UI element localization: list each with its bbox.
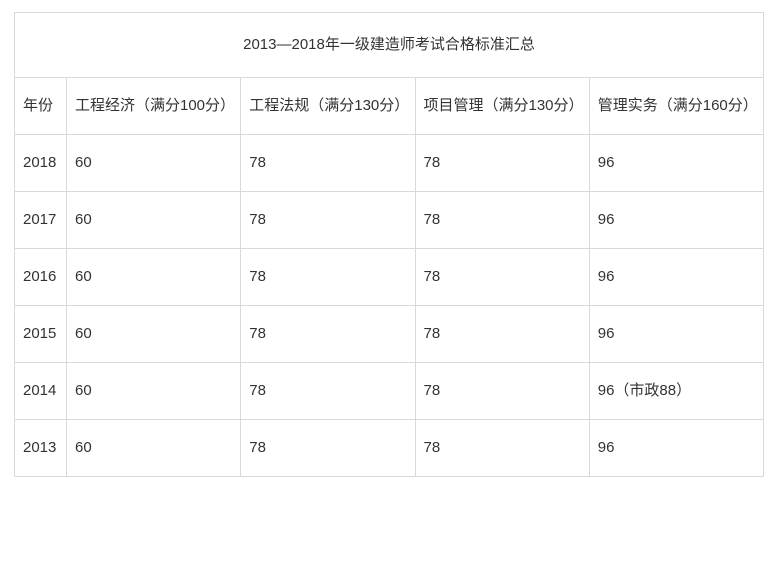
cell-c2: 78 [241,135,415,192]
cell-year: 2018 [15,135,67,192]
cell-c1: 60 [67,192,241,249]
header-row: 年份 工程经济（满分100分） 工程法规（满分130分） 项目管理（满分130分… [15,78,764,135]
cell-c1: 60 [67,363,241,420]
cell-c4: 96 [589,249,763,306]
cell-year: 2014 [15,363,67,420]
cell-c2: 78 [241,363,415,420]
table-body: 2018 60 78 78 96 2017 60 78 78 96 2016 6… [15,135,764,477]
col-header-project: 项目管理（满分130分） [415,78,589,135]
score-table: 2013—2018年一级建造师考试合格标准汇总 年份 工程经济（满分100分） … [14,12,764,477]
cell-c1: 60 [67,306,241,363]
col-header-economics: 工程经济（满分100分） [67,78,241,135]
cell-c2: 78 [241,420,415,477]
table-row: 2014 60 78 78 96（市政88） [15,363,764,420]
cell-year: 2016 [15,249,67,306]
table-row: 2013 60 78 78 96 [15,420,764,477]
cell-c4: 96 [589,192,763,249]
cell-c2: 78 [241,306,415,363]
cell-c3: 78 [415,306,589,363]
cell-c4: 96 [589,135,763,192]
cell-c4: 96 [589,420,763,477]
col-header-year: 年份 [15,78,67,135]
cell-c1: 60 [67,249,241,306]
cell-c4: 96（市政88） [589,363,763,420]
cell-c4: 96 [589,306,763,363]
cell-c2: 78 [241,249,415,306]
table-title: 2013—2018年一级建造师考试合格标准汇总 [15,13,764,78]
cell-c3: 78 [415,420,589,477]
cell-c3: 78 [415,135,589,192]
title-row: 2013—2018年一级建造师考试合格标准汇总 [15,13,764,78]
cell-c3: 78 [415,363,589,420]
cell-c3: 78 [415,192,589,249]
col-header-practice: 管理实务（满分160分） [589,78,763,135]
col-header-law: 工程法规（满分130分） [241,78,415,135]
table-row: 2017 60 78 78 96 [15,192,764,249]
cell-c1: 60 [67,420,241,477]
table-row: 2015 60 78 78 96 [15,306,764,363]
cell-c2: 78 [241,192,415,249]
table-container: 2013—2018年一级建造师考试合格标准汇总 年份 工程经济（满分100分） … [0,0,778,489]
cell-c3: 78 [415,249,589,306]
cell-c1: 60 [67,135,241,192]
cell-year: 2013 [15,420,67,477]
cell-year: 2017 [15,192,67,249]
table-row: 2018 60 78 78 96 [15,135,764,192]
cell-year: 2015 [15,306,67,363]
table-row: 2016 60 78 78 96 [15,249,764,306]
